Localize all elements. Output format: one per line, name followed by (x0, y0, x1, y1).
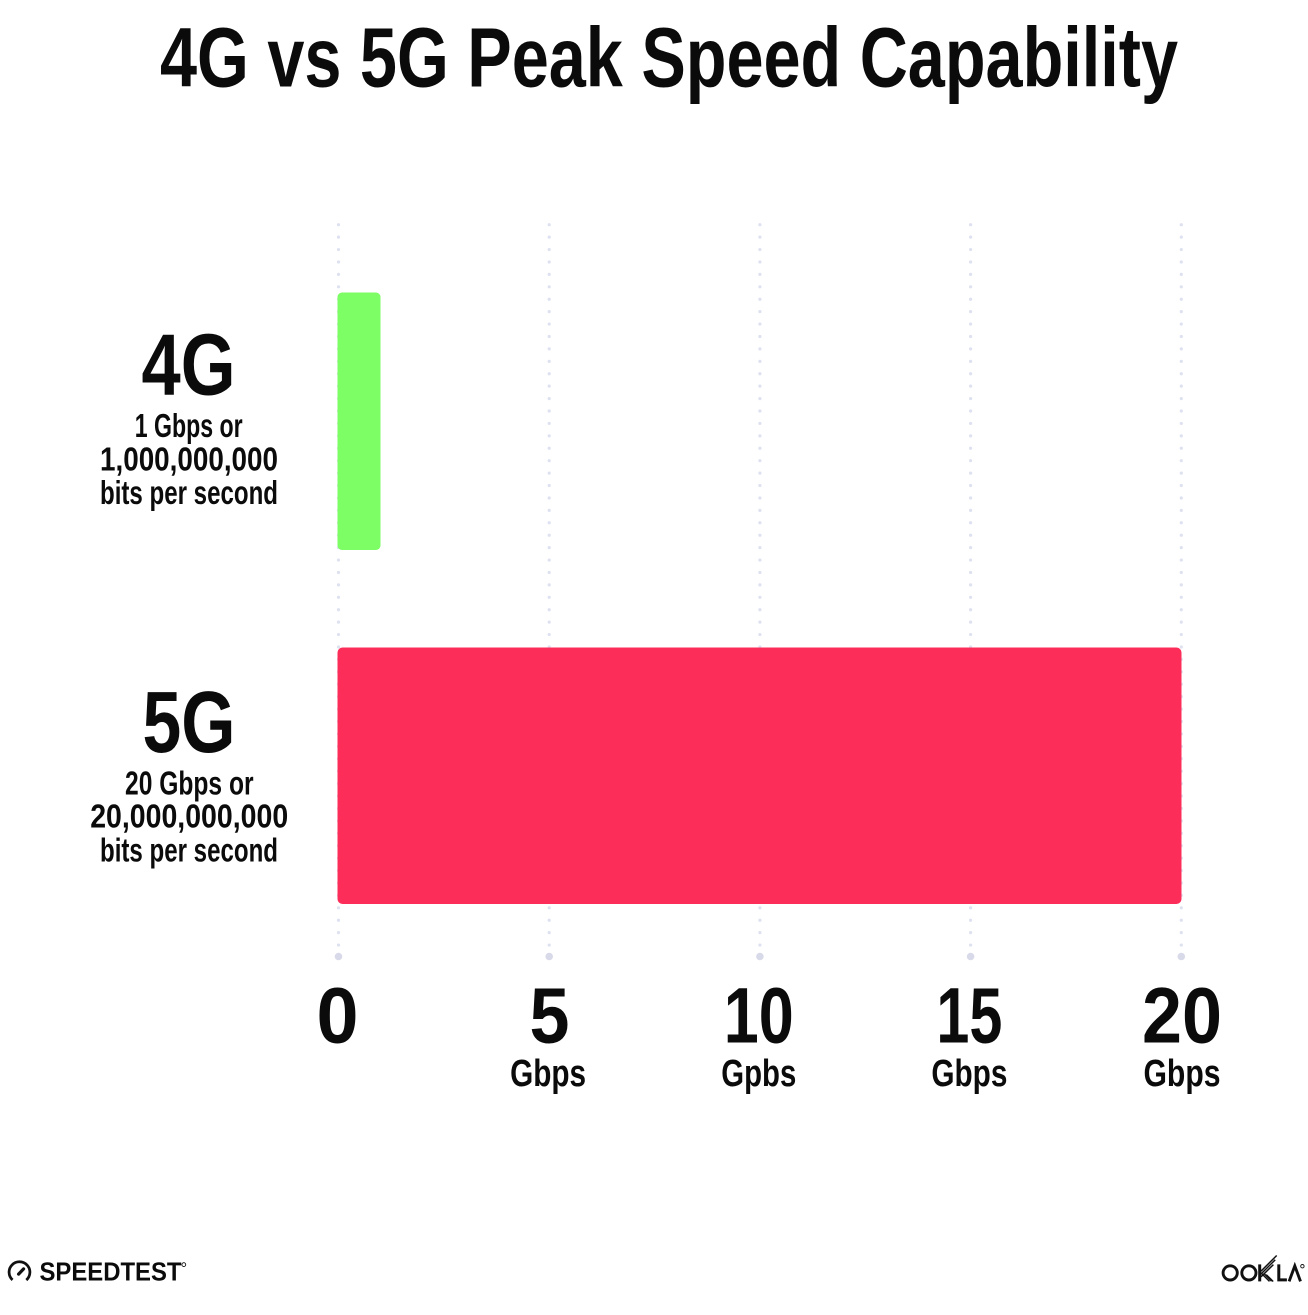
svg-text:Gbps: Gbps (510, 1053, 586, 1095)
svg-text:SPEEDTEST: SPEEDTEST (40, 1259, 182, 1287)
svg-text:20 Gbps or: 20 Gbps or (125, 766, 254, 803)
svg-text:bits per second: bits per second (100, 475, 278, 512)
svg-text:20,000,000,000: 20,000,000,000 (90, 799, 288, 836)
svg-text:Gbps: Gbps (931, 1053, 1007, 1095)
svg-text:Gbps: Gbps (1144, 1053, 1221, 1095)
svg-text:20: 20 (1142, 971, 1222, 1060)
svg-text:bits per second: bits per second (100, 832, 278, 869)
svg-text:1,000,000,000: 1,000,000,000 (100, 442, 278, 479)
svg-text:15: 15 (936, 971, 1002, 1060)
svg-text:5G: 5G (143, 674, 236, 771)
svg-text:Gpbs: Gpbs (721, 1053, 796, 1095)
svg-text:0: 0 (317, 971, 359, 1060)
svg-text:10: 10 (724, 971, 794, 1060)
svg-text:4G: 4G (142, 317, 236, 414)
svg-text:5: 5 (530, 971, 570, 1060)
svg-text:1 Gbps or: 1 Gbps or (135, 408, 243, 445)
svg-text:4G vs 5G Peak Speed Capability: 4G vs 5G Peak Speed Capability (160, 11, 1178, 105)
